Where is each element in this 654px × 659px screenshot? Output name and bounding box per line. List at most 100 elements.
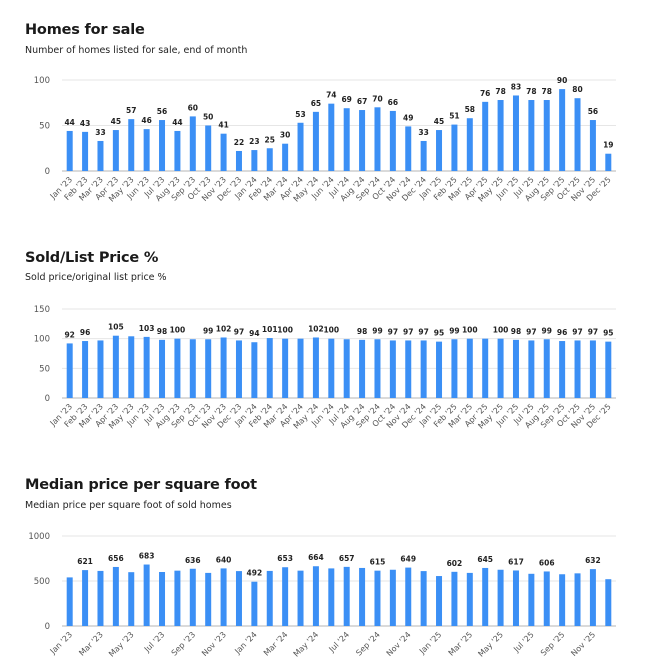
data-label: 97 [572,327,582,336]
bar-homes-3 [112,130,119,171]
chart-title-homes-for-sale: Homes for sale [25,22,145,38]
data-label: 95 [603,329,613,338]
bar-price-sqft-30 [528,573,535,626]
data-label: 640 [216,555,232,564]
bar-homes-6 [159,120,166,171]
bar-price-sqft-4 [128,572,135,626]
bar-price-sqft-2 [97,570,104,626]
bar-sold-list-24 [436,341,443,398]
bar-homes-17 [328,103,335,171]
bar-homes-25 [451,124,458,171]
data-label: 74 [326,91,336,100]
data-label: 656 [108,554,124,563]
bar-sold-list-4 [128,336,135,398]
bar-sold-list-17 [328,338,335,398]
bar-price-sqft-12 [251,581,258,626]
data-label: 103 [139,324,155,333]
data-label: 41 [218,121,228,130]
data-label: 58 [465,105,475,114]
bar-homes-23 [420,140,427,171]
bar-homes-34 [589,120,596,171]
bar-sold-list-8 [189,339,196,398]
data-label: 97 [418,327,428,336]
bar-price-sqft-22 [405,567,412,626]
chart-title-median-price-sqft: Median price per square foot [25,477,257,493]
data-label: 96 [80,328,90,337]
bar-sold-list-30 [528,340,535,398]
bar-sold-list-13 [266,338,273,398]
bar-price-sqft-26 [466,572,473,626]
x-tick-label: Mar '24 [262,630,290,658]
data-label: 621 [77,557,93,566]
data-label: 33 [95,128,105,137]
bar-homes-22 [405,126,412,171]
bar-homes-15 [297,122,304,171]
bar-sold-list-20 [374,339,381,398]
data-label: 98 [357,327,367,336]
chart-subtitle-sold-list-price: Sold price/original list price % [25,272,167,283]
bar-price-sqft-35 [605,579,612,626]
bar-sold-list-32 [559,341,566,398]
bar-sold-list-19 [359,339,366,398]
y-tick-label: 100 [34,335,50,345]
data-label: 632 [585,556,601,565]
bar-price-sqft-34 [589,569,596,626]
data-label: 99 [203,326,213,335]
bar-price-sqft-17 [328,568,335,626]
bar-homes-30 [528,100,535,171]
y-tick-label: 100 [34,76,50,86]
data-label: 57 [126,106,136,115]
bar-homes-27 [482,101,489,171]
data-label: 53 [295,110,305,119]
x-tick-label: Sep '23 [170,630,198,658]
data-label: 50 [203,113,213,122]
bar-sold-list-14 [282,338,289,398]
data-label: 78 [495,87,505,96]
bar-price-sqft-16 [312,566,319,626]
bar-homes-28 [497,100,504,171]
bar-sold-list-31 [543,339,550,398]
data-label: 101 [262,325,278,334]
x-tick-label: Sep '24 [354,630,382,658]
data-label: 56 [588,107,598,116]
bar-price-sqft-0 [66,577,73,626]
bar-homes-7 [174,130,181,171]
chart-subtitle-median-price-sqft: Median price per square foot of sold hom… [25,500,232,511]
bar-price-sqft-6 [159,572,166,626]
data-label: 100 [323,326,339,335]
data-label: 43 [80,119,90,128]
data-label: 90 [557,76,567,85]
data-label: 97 [388,327,398,336]
chart-title-sold-list-price: Sold/List Price % [25,250,159,266]
bar-price-sqft-5 [143,564,150,626]
data-label: 97 [588,327,598,336]
bar-sold-list-35 [605,341,612,398]
bar-sold-list-11 [235,340,242,398]
data-label: 23 [249,137,259,146]
bar-homes-9 [205,125,212,171]
bar-homes-11 [235,150,242,171]
bar-homes-4 [128,119,135,171]
bar-sold-list-5 [143,336,150,398]
data-label: 99 [449,326,459,335]
data-label: 602 [447,559,463,568]
x-tick-label: May '25 [476,630,505,659]
data-label: 78 [542,87,552,96]
bar-price-sqft-20 [374,570,381,626]
data-label: 100 [462,326,478,335]
bar-homes-21 [389,110,396,171]
bar-price-sqft-9 [205,572,212,626]
y-tick-label: 50 [39,364,50,374]
data-label: 66 [388,98,398,107]
data-label: 44 [172,118,182,127]
data-label: 70 [372,94,382,103]
bar-sold-list-3 [112,335,119,398]
data-label: 22 [234,138,244,147]
bar-price-sqft-33 [574,573,581,626]
bar-sold-list-33 [574,340,581,398]
data-label: 95 [434,329,444,338]
bar-sold-list-7 [174,338,181,398]
y-tick-label: 50 [39,122,50,132]
bar-homes-13 [266,148,273,171]
